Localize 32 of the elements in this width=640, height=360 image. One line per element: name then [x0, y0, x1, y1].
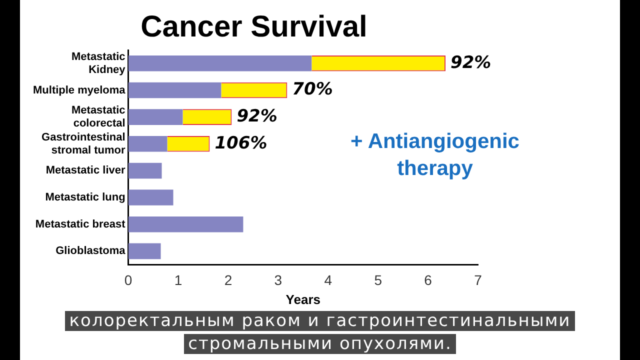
text: колоректальным раком и гастроинтестинальными стромальными опухолями. [65, 311, 575, 354]
y-tick-label: Multiple myeloma [33, 84, 126, 96]
x-tick-label: 0 [124, 272, 132, 288]
x-tick-label: 5 [374, 272, 382, 288]
annotation: 92% [450, 52, 492, 73]
bar [128, 216, 244, 232]
x-tick-label: 3 [274, 272, 282, 288]
x-tick-label: 1 [174, 272, 182, 288]
y-tick-label: Metastatic breast [35, 218, 126, 230]
x-tick-label: 2 [224, 272, 232, 288]
x-tick-label: 4 [324, 272, 332, 288]
y-tick-label: Metastatic lung [45, 192, 126, 204]
y-tick-label: Metastatic colorectal [72, 104, 126, 130]
bar [128, 109, 183, 125]
annotation: 92% [236, 106, 278, 126]
bar [128, 243, 161, 260]
bar [128, 136, 168, 152]
y-tick-label: Metastatic Kidney [72, 50, 126, 76]
y-tick-label: Gastrointestinal stromal tumor [42, 131, 126, 157]
annotation: 70% [292, 80, 333, 100]
bar [128, 56, 312, 72]
x-tick-label: 6 [424, 272, 432, 288]
x-axis-title: Years [286, 292, 320, 307]
bar [128, 190, 174, 206]
chart-title: Cancer Survival [140, 10, 368, 44]
y-tick-label: Glioblastoma [56, 245, 126, 258]
annotation: 106% [214, 133, 268, 154]
bar [128, 162, 162, 179]
bar [128, 82, 222, 98]
y-tick-label: Metastatic liver [46, 164, 126, 177]
annotation: + Antiangiogenic therapy [350, 129, 520, 182]
x-tick-label: 7 [474, 272, 482, 288]
